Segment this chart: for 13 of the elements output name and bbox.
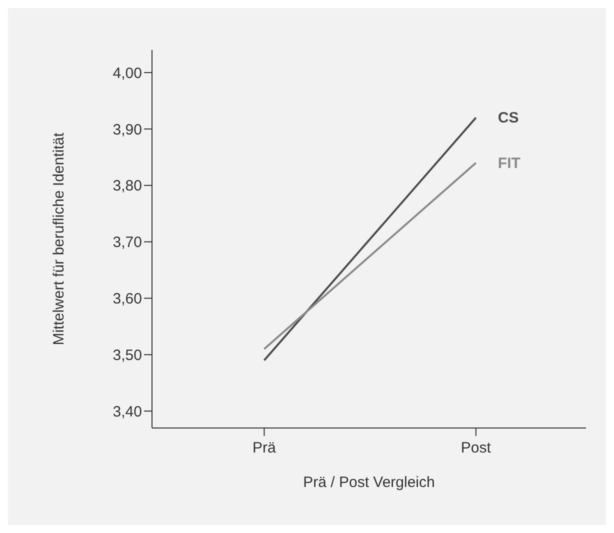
y-tick-label: 4,00 [112,64,142,82]
y-tick-label: 3,40 [112,403,142,420]
y-tick-label: 3,50 [112,346,142,364]
y-tick-label: 3,80 [112,178,142,195]
y-tick-label: 3,90 [112,121,142,138]
y-tick-label: 3,70 [112,234,142,252]
x-tick-label: Post [460,440,492,457]
series-label: CS [498,110,519,127]
y-tick-label: 3,60 [112,290,142,308]
x-tick-label: Prä [252,440,277,457]
x-axis-title: Prä / Post Vergleich [303,474,435,491]
series-label: FIT [498,154,520,172]
y-axis-title: Mittelwert für berufliche Identität [50,132,68,346]
